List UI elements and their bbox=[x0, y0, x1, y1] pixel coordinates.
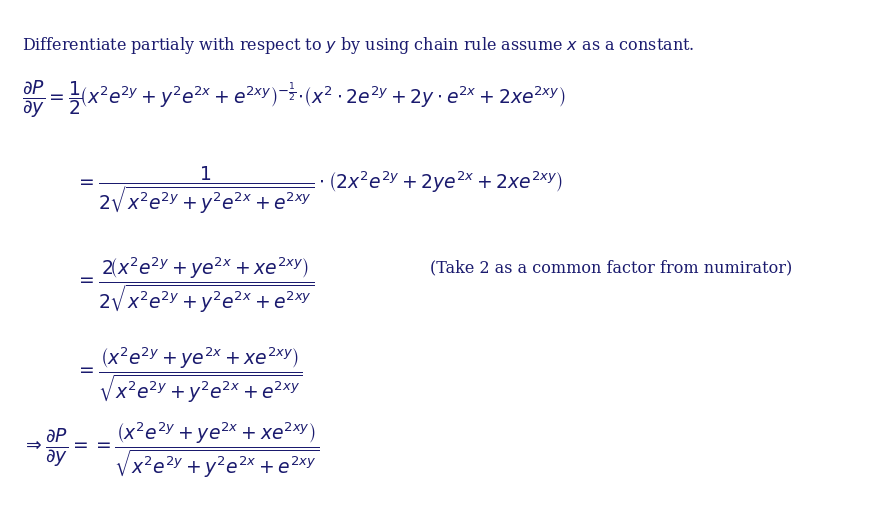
Text: $= \dfrac{1}{2\sqrt{x^2e^{2y}+y^2e^{2x}+e^{2xy}}}\cdot\left(2x^2e^{2y}+2ye^{2x}+: $= \dfrac{1}{2\sqrt{x^2e^{2y}+y^2e^{2x}+… bbox=[75, 165, 563, 216]
Text: $= \dfrac{\left(x^2e^{2y}+ye^{2x}+xe^{2xy}\right)}{\sqrt{x^2e^{2y}+y^2e^{2x}+e^{: $= \dfrac{\left(x^2e^{2y}+ye^{2x}+xe^{2x… bbox=[75, 345, 303, 404]
Text: $\dfrac{\partial P}{\partial y} = \dfrac{1}{2}\!\left(x^2e^{2y}+y^2e^{2x}+e^{2xy: $\dfrac{\partial P}{\partial y} = \dfrac… bbox=[22, 78, 565, 120]
Text: $= \dfrac{2\!\left(x^2e^{2y}+ye^{2x}+xe^{2xy}\right)}{2\sqrt{x^2e^{2y}+y^2e^{2x}: $= \dfrac{2\!\left(x^2e^{2y}+ye^{2x}+xe^… bbox=[75, 255, 314, 314]
Text: $\Rightarrow\dfrac{\partial P}{\partial y} == \dfrac{\left(x^2e^{2y}+ye^{2x}+xe^: $\Rightarrow\dfrac{\partial P}{\partial … bbox=[22, 420, 319, 479]
Text: Differentiate partialy with respect to $y$ by using chain rule assume $x$ as a c: Differentiate partialy with respect to $… bbox=[22, 35, 694, 56]
Text: (Take 2 as a common factor from numirator): (Take 2 as a common factor from numirato… bbox=[430, 260, 792, 277]
